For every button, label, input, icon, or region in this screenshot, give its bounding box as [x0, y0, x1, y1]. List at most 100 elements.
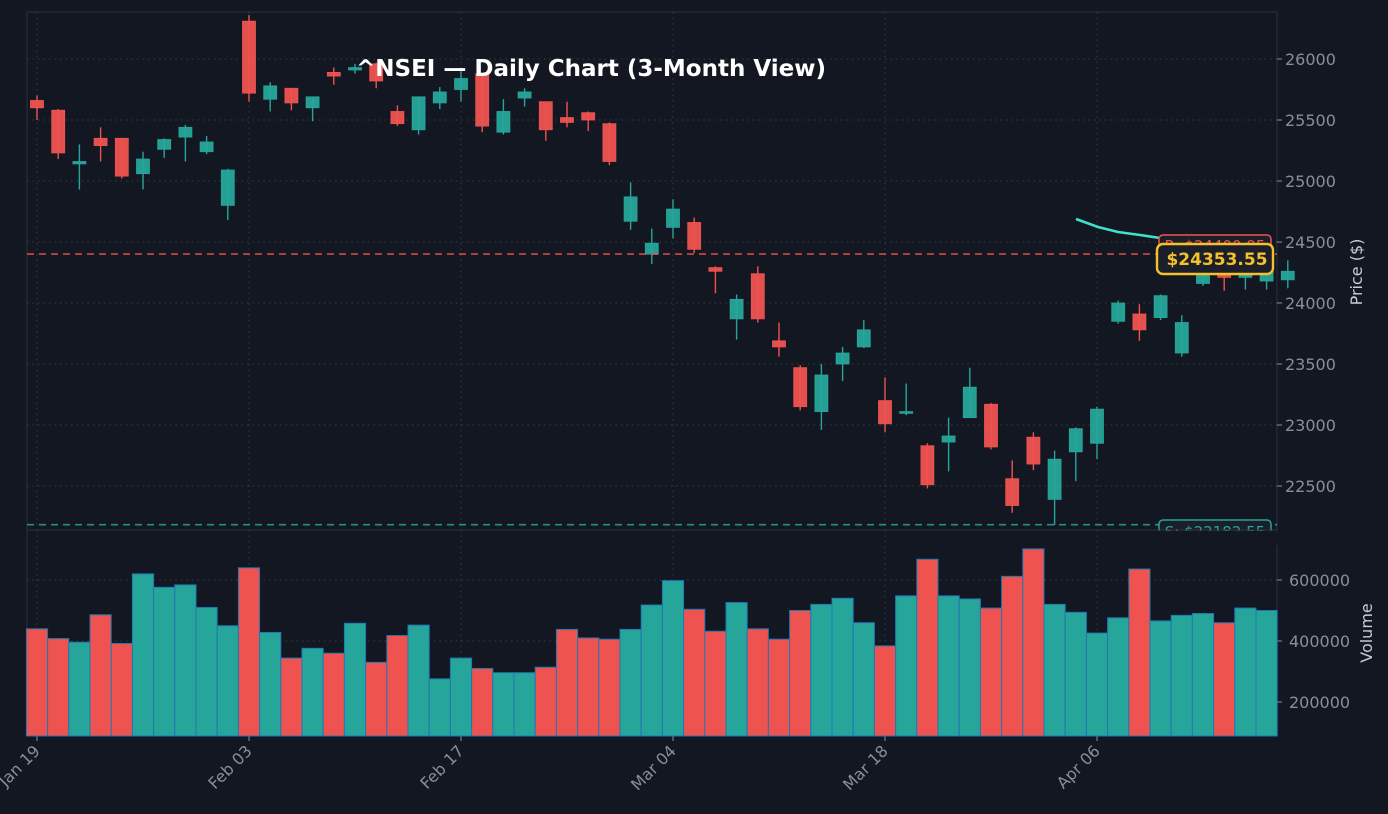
candle-up	[432, 91, 447, 104]
candle-up	[1111, 302, 1126, 322]
volume-bar	[1149, 620, 1172, 737]
candle-up	[199, 141, 214, 153]
volume-bar	[1107, 617, 1130, 737]
volume-bar	[195, 606, 218, 737]
volume-tick-label: 200000	[1289, 693, 1350, 712]
candle-up	[1090, 408, 1104, 444]
candle-down	[114, 137, 129, 177]
candle-up	[517, 91, 532, 99]
price-tick-label: 26000	[1285, 50, 1336, 69]
volume-bar	[789, 610, 812, 737]
candle-up	[962, 386, 977, 419]
volume-bar	[979, 607, 1003, 737]
volume-bar	[1234, 607, 1257, 737]
candle-down	[93, 137, 108, 147]
volume-bar	[110, 642, 133, 737]
price-panel: 22500 23000 23500 24000 24500 25000 25500 26000	[26, 11, 1336, 531]
candle-up	[666, 208, 680, 228]
candle-down	[51, 109, 66, 154]
volume-bar	[259, 631, 282, 737]
candle-down	[878, 400, 892, 425]
candle-up	[157, 139, 172, 150]
volume-bar	[1085, 632, 1109, 737]
candle-up	[1153, 295, 1168, 319]
volume-bar	[895, 595, 918, 737]
candle-down	[560, 117, 574, 123]
volume-bar	[746, 628, 769, 737]
volume-axis-label: Volume	[1357, 603, 1376, 663]
volume-bar	[1213, 622, 1236, 737]
volume-bar	[280, 657, 303, 737]
candle-up	[729, 298, 744, 320]
candle-down	[772, 340, 786, 348]
volume-bar	[1022, 548, 1045, 737]
candle-up	[856, 329, 871, 348]
price-axis-label: Price ($)	[1347, 239, 1366, 306]
candle-down	[390, 111, 405, 125]
price-tick-label: 24000	[1285, 294, 1336, 313]
volume-bar	[237, 567, 261, 737]
candle-down	[538, 101, 553, 131]
candle-up	[496, 111, 511, 133]
volume-bar	[343, 622, 367, 737]
volume-bar	[1043, 603, 1066, 737]
price-tick-label: 23500	[1285, 355, 1336, 374]
volume-bar	[937, 595, 960, 737]
candle-up	[220, 169, 235, 206]
volume-tick-label: 400000	[1289, 632, 1350, 651]
volume-bar	[174, 584, 197, 737]
candle-down	[687, 222, 702, 250]
volume-bar	[1001, 575, 1024, 737]
price-tick-label: 25000	[1285, 172, 1336, 191]
chart-title: ^NSEI — Daily Chart (3-Month View)	[356, 56, 826, 82]
volume-bar	[577, 637, 600, 737]
candle-down	[581, 112, 596, 121]
candle-up	[1047, 458, 1062, 500]
volume-bar	[873, 645, 897, 737]
volume-bar	[492, 672, 515, 737]
time-tick-label: Apr 06	[1053, 741, 1104, 792]
price-panel-frame	[26, 11, 1278, 531]
volume-bar	[513, 672, 536, 737]
candle-up	[72, 161, 87, 165]
volume-bar	[555, 628, 579, 737]
candle-up	[305, 96, 320, 109]
candle-up	[644, 242, 659, 255]
price-tick-label: 23000	[1285, 416, 1336, 435]
candle-down	[750, 273, 765, 320]
volume-bar	[810, 603, 833, 737]
support-label-mask	[1150, 531, 1280, 545]
volume-bar	[131, 573, 155, 737]
volume-bar	[704, 630, 727, 737]
volume-bar	[767, 638, 791, 737]
volume-bar	[25, 628, 49, 737]
candle-down	[242, 20, 256, 94]
candle-down	[1026, 436, 1041, 465]
overlays: R: $24400.95S: $22182.55$24353.55	[27, 217, 1280, 545]
candle-up	[411, 96, 426, 131]
current-price-text: $24353.55	[1166, 250, 1267, 270]
candle-down	[1132, 313, 1147, 331]
volume-bar	[831, 597, 854, 737]
candle-down	[708, 267, 723, 272]
volume-bar	[916, 558, 939, 737]
volume-bar	[619, 628, 642, 737]
volume-bar	[1064, 611, 1087, 737]
volume-bar	[386, 635, 409, 737]
volume-bar	[47, 638, 70, 737]
time-tick-label: Mar 04	[627, 741, 680, 794]
candle-down	[984, 403, 998, 448]
volume-bar	[852, 622, 875, 737]
volume-bar	[89, 614, 112, 737]
price-tick-label: 24500	[1285, 233, 1336, 252]
volume-panel: 200000 400000 600000 Jan 19 Feb 03 Feb 17 Mar …	[0, 529, 1350, 794]
volume-bar	[428, 678, 451, 737]
candle-down	[920, 445, 935, 486]
volume-bar	[640, 604, 663, 737]
volume-bar	[725, 602, 748, 737]
volume-bar	[407, 624, 430, 737]
candle-up	[835, 352, 850, 365]
volume-bar	[322, 652, 345, 737]
volume-bar	[1255, 610, 1278, 737]
volume-bar	[661, 580, 685, 737]
